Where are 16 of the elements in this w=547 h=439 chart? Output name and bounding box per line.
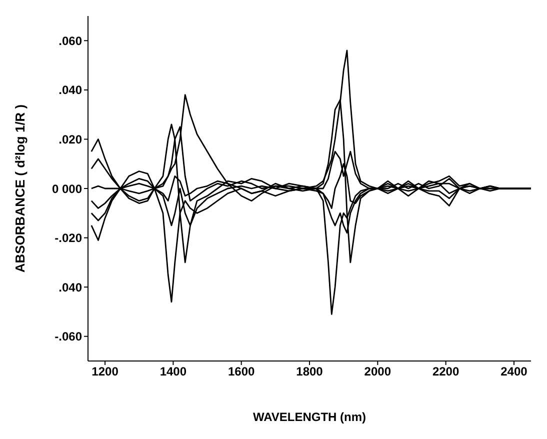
y-tick-label: .040: [58, 280, 82, 294]
x-tick-label: 1400: [160, 364, 187, 379]
y-tick-label: -.020: [54, 231, 82, 246]
x-tick-label: 2400: [500, 364, 528, 379]
y-tick-label: .020: [58, 132, 82, 146]
y-axis-title: ABSORBANCE ( d²log 1/R ): [12, 104, 28, 273]
y-tick-label: 0 000: [52, 182, 82, 196]
y-tick-label: -.060: [54, 330, 82, 344]
x-tick-label: 1800: [296, 364, 324, 379]
x-tick-label: 1200: [92, 364, 119, 379]
x-tick-label: 2200: [432, 364, 460, 379]
x-axis-title: WAVELENGTH (nm): [252, 410, 366, 424]
x-tick-label: 2000: [364, 364, 392, 379]
y-tick-label: .040: [58, 83, 82, 98]
x-tick-label: 1600: [228, 364, 256, 379]
y-tick-label: .060: [58, 34, 82, 48]
